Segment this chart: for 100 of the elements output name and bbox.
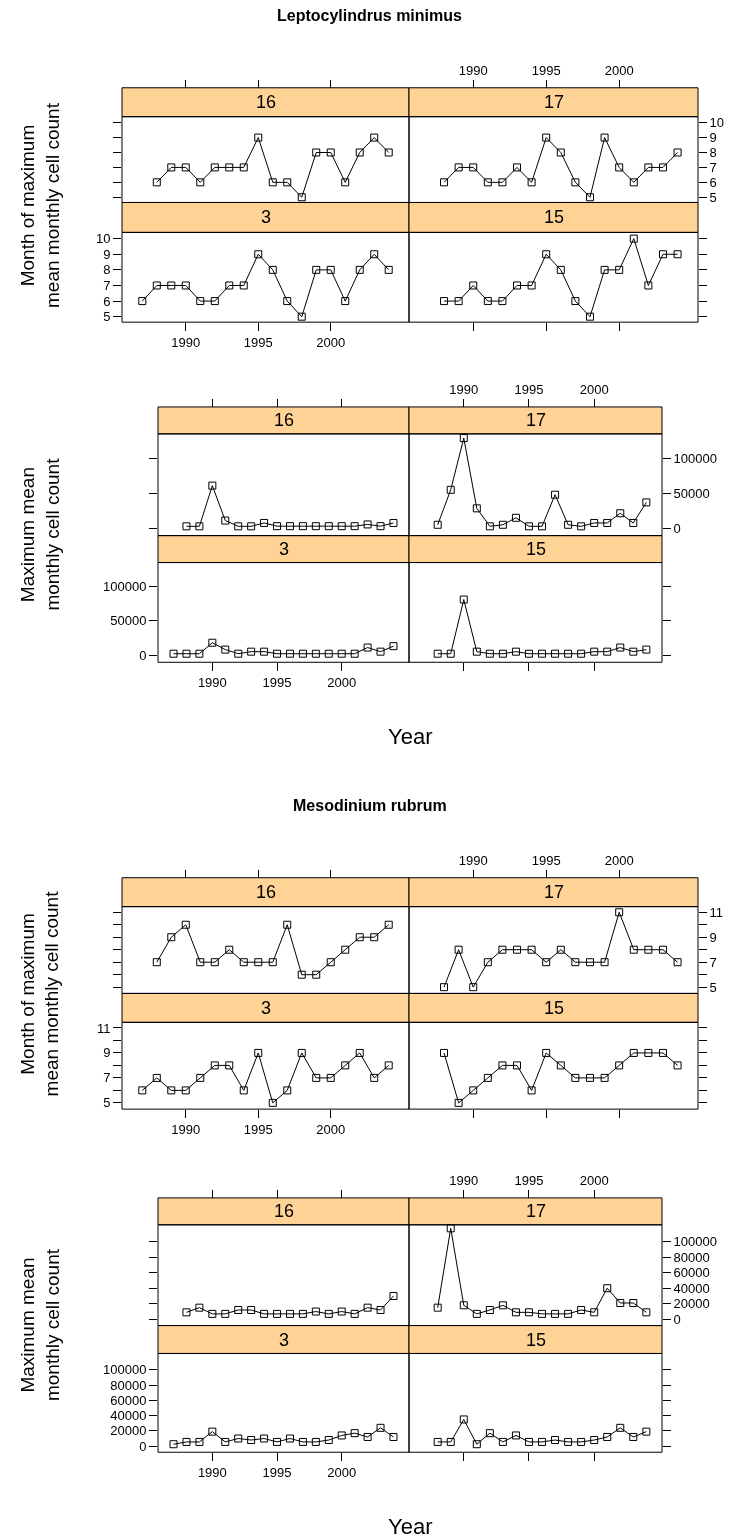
point <box>585 1073 594 1082</box>
point <box>208 1309 217 1318</box>
point <box>551 1309 560 1318</box>
x-tick-label: 1995 <box>243 1121 273 1137</box>
point <box>355 265 364 274</box>
point <box>513 281 522 290</box>
x-tick-label: 1990 <box>197 674 227 690</box>
point <box>538 1437 547 1446</box>
point <box>326 1073 335 1082</box>
point <box>564 1309 573 1318</box>
point <box>603 518 612 527</box>
x-tick-label: 1990 <box>449 381 479 397</box>
point <box>384 1061 393 1070</box>
point <box>182 1308 191 1317</box>
point <box>324 1309 333 1318</box>
y-tick-label: 80000 <box>673 1249 710 1265</box>
point <box>524 1437 533 1446</box>
point <box>370 250 379 259</box>
point <box>167 933 176 942</box>
y-axis-title: Maximum mean monthly cell count <box>16 1248 63 1402</box>
chart-title: 16 <box>274 410 295 430</box>
point <box>355 933 364 942</box>
point <box>389 1432 398 1441</box>
y-tick-label: 40000 <box>673 1280 710 1296</box>
point <box>542 133 551 142</box>
point <box>239 281 248 290</box>
point <box>564 520 573 529</box>
point <box>644 163 653 172</box>
point <box>182 522 191 531</box>
point <box>472 504 481 513</box>
point <box>363 1303 372 1312</box>
point <box>273 1309 282 1318</box>
point <box>234 522 243 531</box>
point <box>169 649 178 658</box>
point <box>600 1073 609 1082</box>
point <box>629 945 638 954</box>
x-tick-label: 1990 <box>458 852 488 868</box>
y-tick-label: 60000 <box>673 1265 710 1281</box>
point <box>210 958 219 967</box>
point <box>268 265 277 274</box>
point <box>511 513 520 522</box>
point <box>600 265 609 274</box>
point <box>498 178 507 187</box>
point <box>629 1299 638 1307</box>
point <box>370 933 379 942</box>
point <box>440 297 449 306</box>
point <box>389 518 398 527</box>
point <box>483 178 492 187</box>
point <box>485 649 494 658</box>
point <box>273 1437 282 1446</box>
point <box>551 490 560 499</box>
x-tick-label: 2000 <box>604 852 634 868</box>
x-tick-label: 2000 <box>604 62 634 78</box>
point <box>389 1292 398 1300</box>
point <box>268 958 277 967</box>
point <box>454 163 463 172</box>
y-tick-label: 11 <box>96 1020 111 1036</box>
chart-title: 15 <box>526 1330 547 1350</box>
point <box>433 1437 442 1446</box>
point <box>355 148 364 157</box>
y-axis-title: Maximum mean monthly cell count <box>17 457 64 611</box>
y-tick-label: 0 <box>139 1438 147 1454</box>
point <box>337 1431 346 1440</box>
point <box>556 265 565 274</box>
point <box>577 649 586 658</box>
point <box>210 163 219 172</box>
x-tick-label: 1995 <box>514 1172 544 1188</box>
point <box>260 647 269 656</box>
point <box>355 1048 364 1057</box>
point <box>433 649 442 658</box>
point <box>196 178 205 187</box>
x-tick-label: 1995 <box>243 334 273 350</box>
point <box>485 1306 494 1314</box>
point <box>363 1432 372 1441</box>
point <box>247 1436 256 1445</box>
point <box>210 1061 219 1070</box>
point <box>513 163 522 172</box>
point <box>498 945 507 954</box>
point <box>590 1308 599 1317</box>
point <box>459 1301 468 1310</box>
point <box>376 647 385 656</box>
point <box>629 1048 638 1057</box>
y-tick-label: 100000 <box>673 450 717 466</box>
point <box>498 1061 507 1070</box>
point <box>350 522 359 531</box>
point <box>337 1307 346 1316</box>
point <box>225 281 234 290</box>
point <box>629 647 638 656</box>
point <box>182 649 191 658</box>
point <box>196 297 205 306</box>
point <box>221 1437 230 1446</box>
y-tick-label: 6 <box>103 293 111 309</box>
x-tick-label: 1995 <box>262 674 292 690</box>
point <box>440 983 449 992</box>
point <box>590 518 599 527</box>
point <box>239 958 248 967</box>
point <box>225 1061 234 1070</box>
point <box>538 649 547 658</box>
chart-title: 17 <box>526 410 547 430</box>
point <box>324 1436 333 1445</box>
